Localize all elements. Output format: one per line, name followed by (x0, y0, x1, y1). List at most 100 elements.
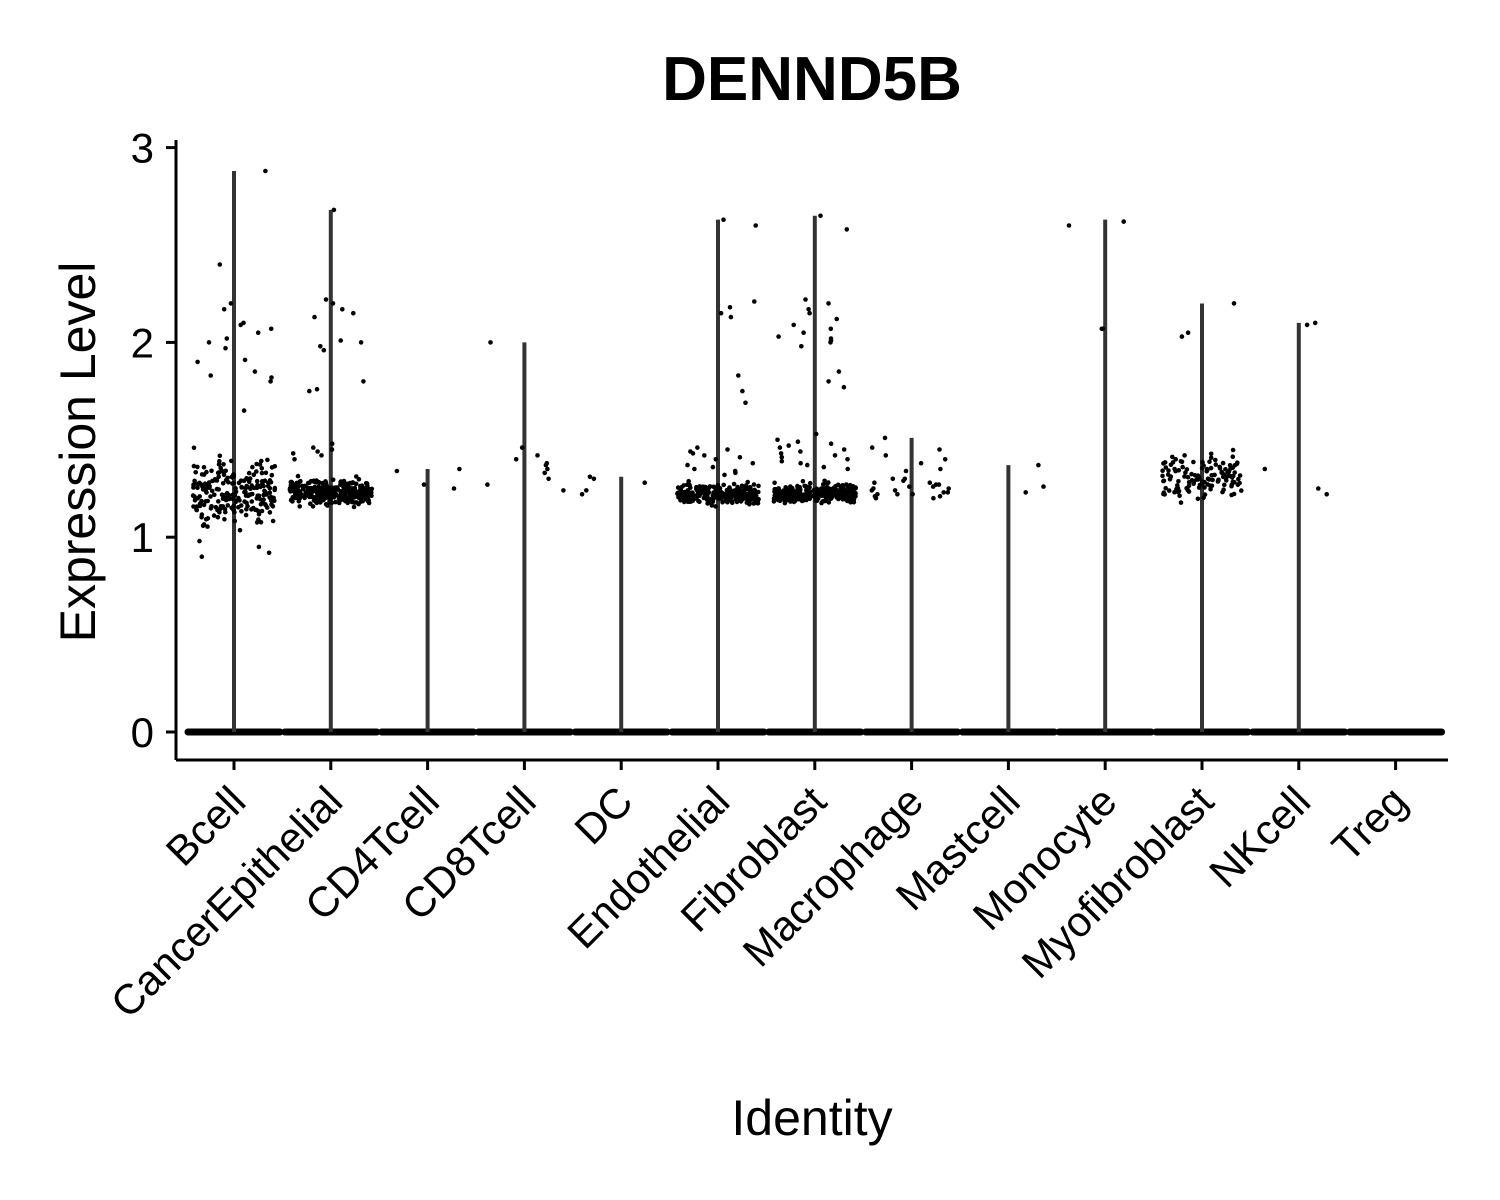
data-point (584, 488, 589, 493)
data-point (1178, 500, 1184, 505)
data-point (269, 498, 274, 503)
data-point (890, 476, 896, 482)
data-point (579, 492, 585, 497)
y-tick-label: 0 (131, 709, 154, 756)
data-point (255, 330, 261, 336)
data-point (779, 455, 785, 460)
data-point (201, 472, 207, 477)
data-point (731, 481, 737, 487)
data-point (847, 482, 853, 488)
data-point (1176, 479, 1181, 484)
data-point (933, 482, 939, 487)
data-point (690, 451, 696, 456)
data-point (1212, 472, 1217, 478)
data-point (256, 517, 261, 522)
data-point (681, 483, 687, 488)
data-point (740, 388, 745, 394)
data-point (1208, 487, 1213, 492)
data-point (318, 344, 323, 349)
data-point (1226, 469, 1232, 474)
data-point (1201, 495, 1206, 501)
data-point (736, 493, 742, 499)
data-point (776, 334, 781, 339)
data-point (1224, 478, 1229, 483)
data-point (1170, 454, 1175, 460)
data-point (1216, 477, 1221, 483)
data-point (1202, 485, 1207, 490)
data-point (931, 495, 936, 501)
data-point (701, 485, 707, 490)
data-point (312, 314, 317, 320)
data-point (297, 492, 302, 498)
data-point (250, 491, 255, 497)
data-point (795, 439, 801, 445)
data-point (826, 301, 831, 306)
data-point (252, 369, 258, 374)
data-point (800, 478, 806, 484)
data-point (1219, 469, 1225, 475)
data-point (250, 464, 255, 470)
data-point (195, 485, 200, 491)
data-point (798, 460, 803, 466)
data-point (356, 477, 362, 482)
data-point (1186, 483, 1192, 489)
data-point (331, 495, 337, 500)
data-point (723, 498, 728, 503)
data-point (320, 491, 326, 496)
data-point (742, 485, 748, 491)
data-point (1220, 460, 1226, 466)
data-point (771, 499, 777, 504)
data-point (807, 310, 812, 316)
data-point (803, 297, 808, 302)
violin-DC (571, 474, 671, 736)
data-point (721, 482, 726, 488)
data-point (331, 207, 337, 213)
data-point (1229, 492, 1234, 498)
data-point (799, 498, 805, 504)
data-point (241, 408, 247, 413)
data-point (1023, 490, 1028, 495)
data-point (1041, 484, 1046, 489)
data-point (351, 310, 356, 316)
data-point (394, 468, 400, 474)
data-point (820, 482, 826, 487)
data-point (801, 330, 806, 336)
data-point (713, 457, 719, 462)
data-point (729, 489, 735, 494)
data-point (747, 497, 753, 503)
data-point (314, 386, 320, 392)
data-point (213, 478, 218, 483)
data-point (587, 474, 593, 480)
data-point (191, 445, 197, 451)
data-point (331, 489, 337, 494)
data-point (239, 484, 244, 490)
data-point (216, 499, 221, 504)
data-point (191, 485, 196, 490)
data-point (262, 488, 267, 494)
data-point (290, 499, 295, 504)
x-axis-title: Identity (731, 1090, 892, 1146)
data-point (842, 496, 847, 502)
data-point (828, 441, 834, 447)
data-point (694, 495, 699, 501)
data-point (367, 492, 373, 498)
data-point (1176, 468, 1182, 473)
data-point (1236, 476, 1241, 482)
data-point (543, 462, 549, 468)
data-point (791, 322, 796, 328)
data-point (786, 443, 791, 448)
data-point (832, 453, 838, 458)
data-point (1226, 473, 1231, 479)
data-point (268, 379, 273, 384)
data-point (722, 472, 727, 478)
x-tick-label: NKcell (1200, 777, 1319, 896)
data-point (220, 481, 226, 486)
data-point (519, 445, 525, 450)
data-point (338, 479, 344, 484)
data-point (1312, 320, 1318, 326)
data-point (217, 262, 223, 267)
violin-CancerEpithelial (281, 207, 381, 736)
data-point (818, 213, 823, 219)
data-point (292, 457, 297, 462)
data-point (834, 490, 840, 495)
